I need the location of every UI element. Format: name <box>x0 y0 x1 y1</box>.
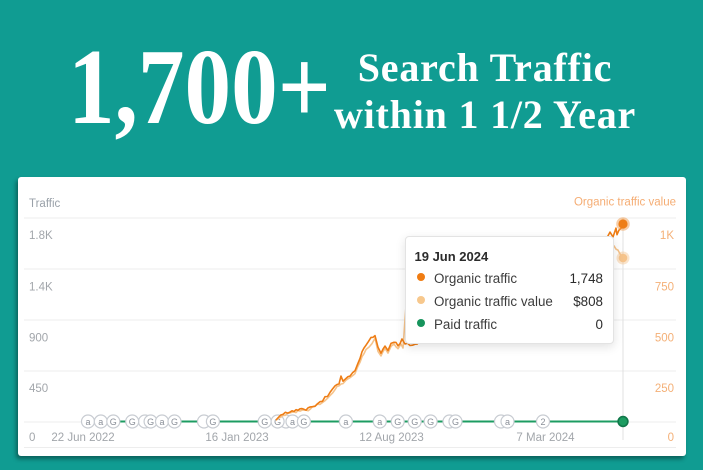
svg-text:G: G <box>261 417 268 427</box>
svg-text:G: G <box>147 417 154 427</box>
svg-text:1K: 1K <box>660 230 674 242</box>
svg-text:0: 0 <box>668 432 674 444</box>
svg-text:a: a <box>377 417 382 427</box>
svg-text:G: G <box>394 417 401 427</box>
svg-text:a: a <box>343 417 348 427</box>
svg-text:1.4K: 1.4K <box>29 281 53 293</box>
svg-text:Organic traffic value: Organic traffic value <box>574 197 676 209</box>
svg-text:450: 450 <box>29 383 48 395</box>
svg-text:0: 0 <box>29 432 35 444</box>
svg-text:2: 2 <box>540 417 545 427</box>
svg-text:a: a <box>505 417 510 427</box>
svg-text:Traffic: Traffic <box>29 198 61 210</box>
svg-text:G: G <box>411 417 418 427</box>
svg-text:G: G <box>427 417 434 427</box>
svg-text:16 Jan 2023: 16 Jan 2023 <box>205 432 268 444</box>
svg-text:G: G <box>300 417 307 427</box>
svg-text:a: a <box>85 417 90 427</box>
svg-text:G: G <box>129 417 136 427</box>
svg-text:1.8K: 1.8K <box>29 230 53 242</box>
svg-text:12 Aug 2023: 12 Aug 2023 <box>359 432 424 444</box>
svg-text:G: G <box>274 417 281 427</box>
svg-text:G: G <box>171 417 178 427</box>
svg-text:22 Jun 2022: 22 Jun 2022 <box>51 432 114 444</box>
svg-text:750: 750 <box>655 281 674 293</box>
svg-text:a: a <box>290 417 295 427</box>
svg-text:900: 900 <box>29 332 48 344</box>
svg-text:500: 500 <box>655 332 674 344</box>
svg-text:a: a <box>98 417 103 427</box>
svg-text:G: G <box>110 417 117 427</box>
svg-text:7 Mar 2024: 7 Mar 2024 <box>516 432 575 444</box>
svg-text:250: 250 <box>655 383 674 395</box>
svg-text:G: G <box>452 417 459 427</box>
svg-text:G: G <box>209 417 216 427</box>
svg-text:a: a <box>159 417 164 427</box>
